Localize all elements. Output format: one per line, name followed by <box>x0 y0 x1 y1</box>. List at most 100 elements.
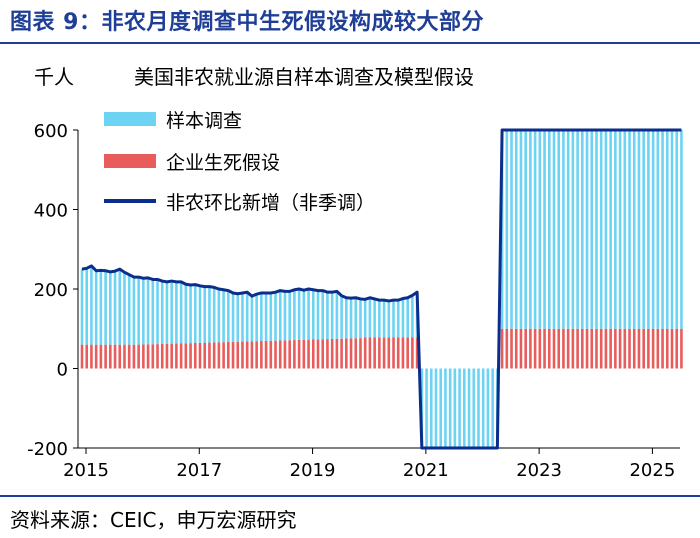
bar-survey <box>425 368 428 448</box>
bar-birth-death <box>637 328 641 369</box>
bar-survey <box>208 286 211 343</box>
bar-birth-death <box>212 342 216 369</box>
bar-birth-death <box>354 338 358 369</box>
bar-survey <box>675 130 679 329</box>
bar-survey <box>165 281 169 344</box>
bar-birth-death <box>165 343 169 369</box>
bar-birth-death <box>288 340 291 369</box>
bar-survey <box>241 292 244 342</box>
bar-birth-death <box>585 328 589 369</box>
bar-birth-death <box>406 337 409 369</box>
bar-birth-death <box>175 343 178 369</box>
bar-survey <box>349 298 353 339</box>
bar-survey <box>514 130 518 329</box>
bar-birth-death <box>675 328 679 369</box>
bar-birth-death <box>179 343 183 369</box>
bar-survey <box>614 130 617 329</box>
bar-birth-death <box>274 340 277 369</box>
bar-survey <box>104 270 107 345</box>
bar-birth-death <box>321 339 325 369</box>
bar-birth-death <box>614 328 617 369</box>
bar-survey <box>302 290 306 340</box>
bar-survey <box>90 265 93 345</box>
bar-survey <box>656 130 660 329</box>
bar-birth-death <box>519 328 523 369</box>
bar-birth-death <box>311 339 315 369</box>
bar-survey <box>283 291 287 341</box>
bar-survey <box>326 292 329 340</box>
bar-survey <box>396 300 400 338</box>
bar-birth-death <box>340 338 343 369</box>
bar-survey <box>156 279 159 345</box>
bar-survey <box>505 130 509 329</box>
bar-birth-death <box>307 339 310 369</box>
bar-birth-death <box>359 338 362 369</box>
bar-survey <box>642 130 645 329</box>
bar-survey <box>463 368 466 448</box>
bar-birth-death <box>302 339 306 369</box>
bar-survey <box>552 130 556 329</box>
bar-survey <box>363 299 367 338</box>
bar-survey <box>245 292 249 342</box>
bar-birth-death <box>123 344 126 369</box>
bar-survey <box>628 130 631 329</box>
bar-birth-death <box>623 328 627 369</box>
bar-birth-death <box>373 337 376 369</box>
legend-label: 企业生死假设 <box>166 152 280 174</box>
bar-survey <box>481 368 485 448</box>
chart-title: 美国非农就业源自样本调查及模型假设 <box>134 65 474 89</box>
bar-survey <box>467 368 471 448</box>
bar-survey <box>330 292 334 339</box>
bar-birth-death <box>387 337 391 369</box>
bar-birth-death <box>198 342 202 369</box>
bar-birth-death <box>628 328 631 369</box>
line-group <box>81 128 682 450</box>
bar-survey <box>477 368 480 448</box>
bar-birth-death <box>599 328 603 369</box>
bar-survey <box>123 272 126 345</box>
bar-birth-death <box>189 343 192 369</box>
bar-survey <box>255 294 258 342</box>
bar-birth-death <box>363 337 367 369</box>
y-tick-label: 600 <box>34 121 68 142</box>
bar-birth-death <box>378 337 381 369</box>
bar-survey <box>595 130 598 329</box>
bar-birth-death <box>538 328 542 369</box>
bar-survey <box>236 293 240 342</box>
bar-survey <box>538 130 542 329</box>
bar-birth-death <box>566 328 570 369</box>
bar-survey <box>316 290 320 340</box>
bar-survey <box>311 289 315 340</box>
bar-survey <box>288 291 291 341</box>
bar-survey <box>307 289 310 340</box>
bar-birth-death <box>529 328 532 369</box>
x-tick-label: 2017 <box>176 460 222 481</box>
bar-survey <box>429 368 433 448</box>
bar-survey <box>151 279 155 345</box>
legend-label: 非农环比新增（非季调） <box>166 192 375 214</box>
bar-survey <box>382 300 386 338</box>
bar-birth-death <box>656 328 660 369</box>
bar-survey <box>439 368 443 448</box>
legend-label: 样本调查 <box>166 110 242 132</box>
bar-survey <box>113 271 117 345</box>
bar-birth-death <box>562 328 565 369</box>
bar-birth-death <box>510 328 513 369</box>
bar-survey <box>581 130 584 329</box>
bar-survey <box>142 278 145 345</box>
bar-birth-death <box>184 343 188 369</box>
bar-survey <box>576 130 579 329</box>
bar-birth-death <box>94 344 98 369</box>
bar-birth-death <box>505 328 509 369</box>
bar-survey <box>585 130 589 329</box>
legend-swatch-birth-death <box>104 154 156 168</box>
legend-swatch-survey <box>104 112 156 126</box>
bar-survey <box>387 300 391 338</box>
bar-birth-death <box>245 341 249 369</box>
y-tick-label: 200 <box>34 280 68 301</box>
bar-birth-death <box>80 344 84 369</box>
bar-birth-death <box>99 344 103 369</box>
x-tick-label: 2025 <box>629 460 675 481</box>
bar-survey <box>160 281 164 344</box>
source-note: 资料来源：CEIC，申万宏源研究 <box>10 508 297 532</box>
